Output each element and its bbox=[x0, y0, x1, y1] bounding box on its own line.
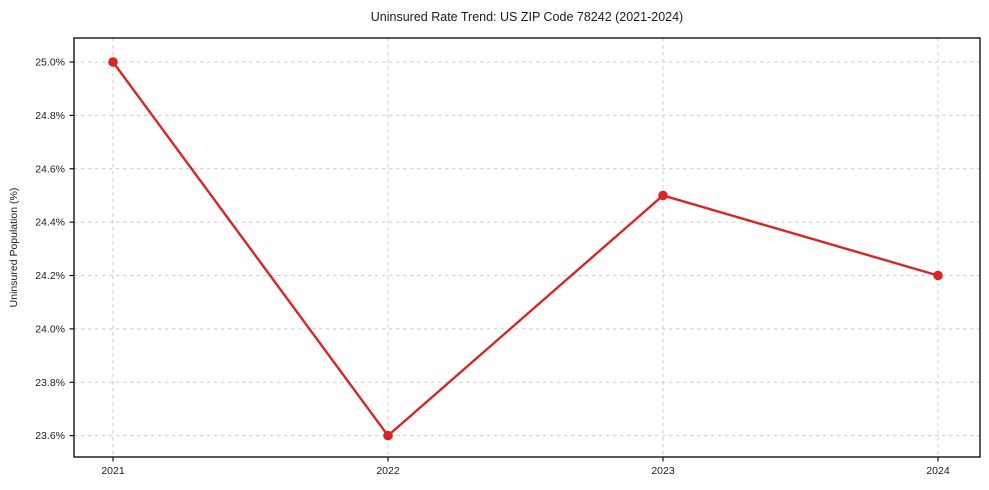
data-point-marker bbox=[658, 190, 668, 201]
y-tick-label: 23.8% bbox=[35, 377, 65, 389]
trend-line bbox=[111, 60, 940, 437]
y-tick-label: 24.2% bbox=[35, 270, 65, 282]
y-tick-label: 23.6% bbox=[35, 430, 65, 442]
data-point-marker bbox=[933, 270, 943, 281]
data-point-markers bbox=[108, 57, 943, 441]
y-tick-label: 24.0% bbox=[35, 323, 65, 335]
y-axis-title: Uninsured Population (%) bbox=[8, 188, 20, 308]
plot-area bbox=[74, 38, 980, 457]
data-point-marker bbox=[383, 430, 393, 441]
x-tick-label: 2021 bbox=[101, 465, 125, 477]
y-tick-label: 25.0% bbox=[35, 57, 65, 69]
data-series bbox=[111, 60, 940, 437]
tick-labels: 23.6% 23.8% 24.0% 24.2% 24.4% 24.6% 24.8% 25.0%… bbox=[35, 57, 950, 477]
axis-ticks bbox=[69, 61, 939, 462]
data-point-marker bbox=[108, 57, 118, 67]
x-tick-label: 2022 bbox=[376, 465, 400, 477]
y-tick-label: 24.6% bbox=[35, 163, 65, 175]
x-tick-label: 2024 bbox=[926, 465, 950, 477]
y-tick-label: 24.8% bbox=[35, 110, 65, 122]
x-tick-label: 2023 bbox=[651, 465, 675, 477]
plot-border bbox=[73, 37, 981, 458]
chart-title: Uninsured Rate Trend: US ZIP Code 78242 … bbox=[371, 10, 683, 24]
y-tick-label: 24.4% bbox=[35, 217, 65, 229]
